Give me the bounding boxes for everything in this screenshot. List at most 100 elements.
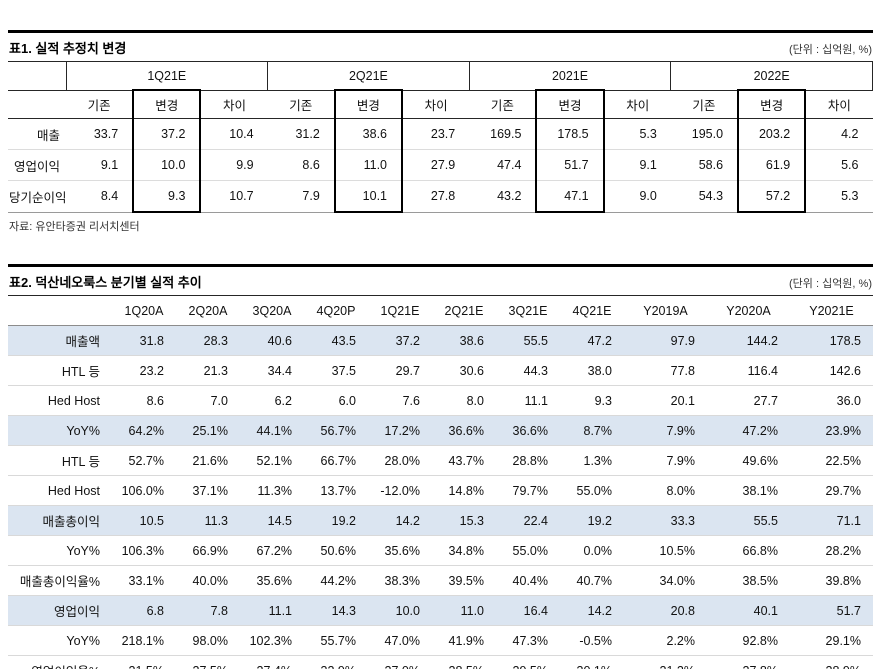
t2-value-cell: 23.2 xyxy=(112,355,176,386)
t1-period-group-header: 2Q21E xyxy=(267,61,470,91)
t2-value-cell: 64.2% xyxy=(112,415,176,446)
t2-value-cell: 33.3 xyxy=(624,505,707,536)
t2-value-cell: 41.9% xyxy=(432,625,496,656)
t2-value-cell: 71.1 xyxy=(790,505,873,536)
t2-value-cell: 16.4 xyxy=(496,595,560,626)
t2-value-cell: 0.0% xyxy=(560,535,624,566)
t2-row: YoY% 106.3% 66.9% 67.2% 50.6% 35.6% 34.8% 55.0%… xyxy=(8,535,873,566)
t2-row: Hed Host 106.0% 37.1% 11.3% 13.7% -12.0% 14.8%… xyxy=(8,475,873,506)
t2-value-cell: 51.7 xyxy=(790,595,873,626)
t2-column-header: 4Q20P xyxy=(304,295,368,326)
t2-row-label: YoY% xyxy=(8,415,112,446)
t1-value-cell: 9.3 xyxy=(132,180,202,213)
t2-value-cell: 7.8 xyxy=(176,595,240,626)
t2-value-cell: 97.9 xyxy=(624,325,707,356)
t2-value-cell: 33.1% xyxy=(112,565,176,596)
table1-section: 표1. 실적 추정치 변경 (단위 : 십억원, %) 1Q21E 2Q21E 20… xyxy=(8,30,873,234)
t2-value-cell: 11.1 xyxy=(240,595,304,626)
t2-value-cell: 116.4 xyxy=(707,355,790,386)
t2-value-cell: 7.9% xyxy=(624,445,707,476)
t1-subheader: 차이 xyxy=(200,90,268,119)
t2-value-cell: 102.3% xyxy=(240,625,304,656)
t2-value-cell: 8.7% xyxy=(560,415,624,446)
t2-row-label: 매출액 xyxy=(8,325,112,356)
t2-value-cell: 52.1% xyxy=(240,445,304,476)
t2-value-cell: 21.5% xyxy=(112,655,176,669)
t1-value-cell: 38.6 xyxy=(333,118,404,150)
t1-value-cell: 10.4 xyxy=(200,118,268,150)
t2-row-label: YoY% xyxy=(8,625,112,656)
t2-value-cell: 38.6 xyxy=(432,325,496,356)
t2-value-cell: 142.6 xyxy=(790,355,873,386)
quarterly-table: 1Q20A 2Q20A 3Q20A 4Q20P 1Q21E 2Q21E 3Q21E 4Q21E… xyxy=(8,295,873,669)
t2-value-cell: 47.2 xyxy=(560,325,624,356)
t1-row: 매출 33.7 37.2 10.4 31.2 38.6 23.7 169.5 178.5 5.3 1… xyxy=(8,118,873,150)
t1-value-cell: 37.2 xyxy=(132,118,202,150)
t2-value-cell: 29.7% xyxy=(790,475,873,506)
t2-value-cell: 11.1 xyxy=(496,385,560,416)
t2-value-cell: 38.1% xyxy=(707,475,790,506)
t1-value-cell: 178.5 xyxy=(535,118,605,150)
t1-value-cell: 5.3 xyxy=(805,180,873,213)
t2-row: YoY% 218.1% 98.0% 102.3% 55.7% 47.0% 41.9% 47.3… xyxy=(8,625,873,656)
t1-value-cell: 10.1 xyxy=(333,180,404,213)
t2-value-cell: 7.6 xyxy=(368,385,432,416)
t2-value-cell: 13.7% xyxy=(304,475,368,506)
t2-value-cell: 9.3 xyxy=(560,385,624,416)
t1-corner-cell xyxy=(8,61,66,91)
t1-value-cell: 57.2 xyxy=(737,180,807,213)
t2-value-cell: 36.6% xyxy=(496,415,560,446)
t2-row: 영업이익 6.8 7.8 11.1 14.3 10.0 11.0 16.4 14.2 20.8 40… xyxy=(8,595,873,626)
t2-row-label: 영업이익율% xyxy=(8,655,112,669)
t2-value-cell: 30.1% xyxy=(560,655,624,669)
t2-value-cell: 19.2 xyxy=(304,505,368,536)
t2-value-cell: 43.5 xyxy=(304,325,368,356)
t2-value-cell: 7.0 xyxy=(176,385,240,416)
t2-row-label: HTL 등 xyxy=(8,445,112,476)
t2-value-cell: 44.2% xyxy=(304,565,368,596)
t1-value-cell: 203.2 xyxy=(737,118,807,150)
t2-row-label: YoY% xyxy=(8,535,112,566)
t2-value-cell: 14.2 xyxy=(368,505,432,536)
t2-value-cell: 40.4% xyxy=(496,565,560,596)
t2-value-cell: 40.0% xyxy=(176,565,240,596)
t2-column-header: Y2019A xyxy=(624,295,707,326)
t2-value-cell: 66.8% xyxy=(707,535,790,566)
t2-value-cell: 29.5% xyxy=(496,655,560,669)
t1-row-label: 당기순이익 xyxy=(8,180,66,213)
t2-value-cell: 6.8 xyxy=(112,595,176,626)
t2-column-header: 2Q21E xyxy=(432,295,496,326)
t1-value-cell: 195.0 xyxy=(670,118,739,150)
t2-value-cell: 36.0 xyxy=(790,385,873,416)
t2-value-cell: 34.4 xyxy=(240,355,304,386)
t1-value-cell: 169.5 xyxy=(469,118,537,150)
t2-value-cell: 21.2% xyxy=(624,655,707,669)
t2-value-cell: 31.8 xyxy=(112,325,176,356)
t1-subheader: 차이 xyxy=(805,90,873,119)
t1-value-cell: 8.4 xyxy=(66,180,134,213)
t2-value-cell: 14.5 xyxy=(240,505,304,536)
estimates-table: 1Q21E 2Q21E 2021E 2022E 기존 변경 차이 기존 변경 차이 기존 변경 차이 기존… xyxy=(8,61,873,213)
t2-row-label: Hed Host xyxy=(8,475,112,506)
t2-value-cell: 8.6 xyxy=(112,385,176,416)
table2-unit-note: (단위 : 십억원, %) xyxy=(789,278,872,290)
t2-value-cell: 20.1 xyxy=(624,385,707,416)
t2-value-cell: 36.6% xyxy=(432,415,496,446)
t2-value-cell: 8.0 xyxy=(432,385,496,416)
t2-value-cell: 8.0% xyxy=(624,475,707,506)
t2-value-cell: 28.3 xyxy=(176,325,240,356)
t2-value-cell: 37.5 xyxy=(304,355,368,386)
t2-value-cell: 29.1% xyxy=(790,625,873,656)
t2-value-cell: 178.5 xyxy=(790,325,873,356)
t2-value-cell: 28.5% xyxy=(432,655,496,669)
t2-value-cell: 47.3% xyxy=(496,625,560,656)
t2-row: Hed Host 8.6 7.0 6.2 6.0 7.6 8.0 11.1 9.3 20.1 27.… xyxy=(8,385,873,416)
report-sheet: 표1. 실적 추정치 변경 (단위 : 십억원, %) 1Q21E 2Q21E 20… xyxy=(8,0,873,669)
t2-value-cell: 27.8% xyxy=(707,655,790,669)
t2-value-cell: 21.3 xyxy=(176,355,240,386)
t2-value-cell: 38.5% xyxy=(707,565,790,596)
t2-row: 매출액 31.8 28.3 40.6 43.5 37.2 38.6 55.5 47.2 97.9 1… xyxy=(8,325,873,356)
t1-value-cell: 23.7 xyxy=(402,118,470,150)
t2-value-cell: 55.5 xyxy=(707,505,790,536)
